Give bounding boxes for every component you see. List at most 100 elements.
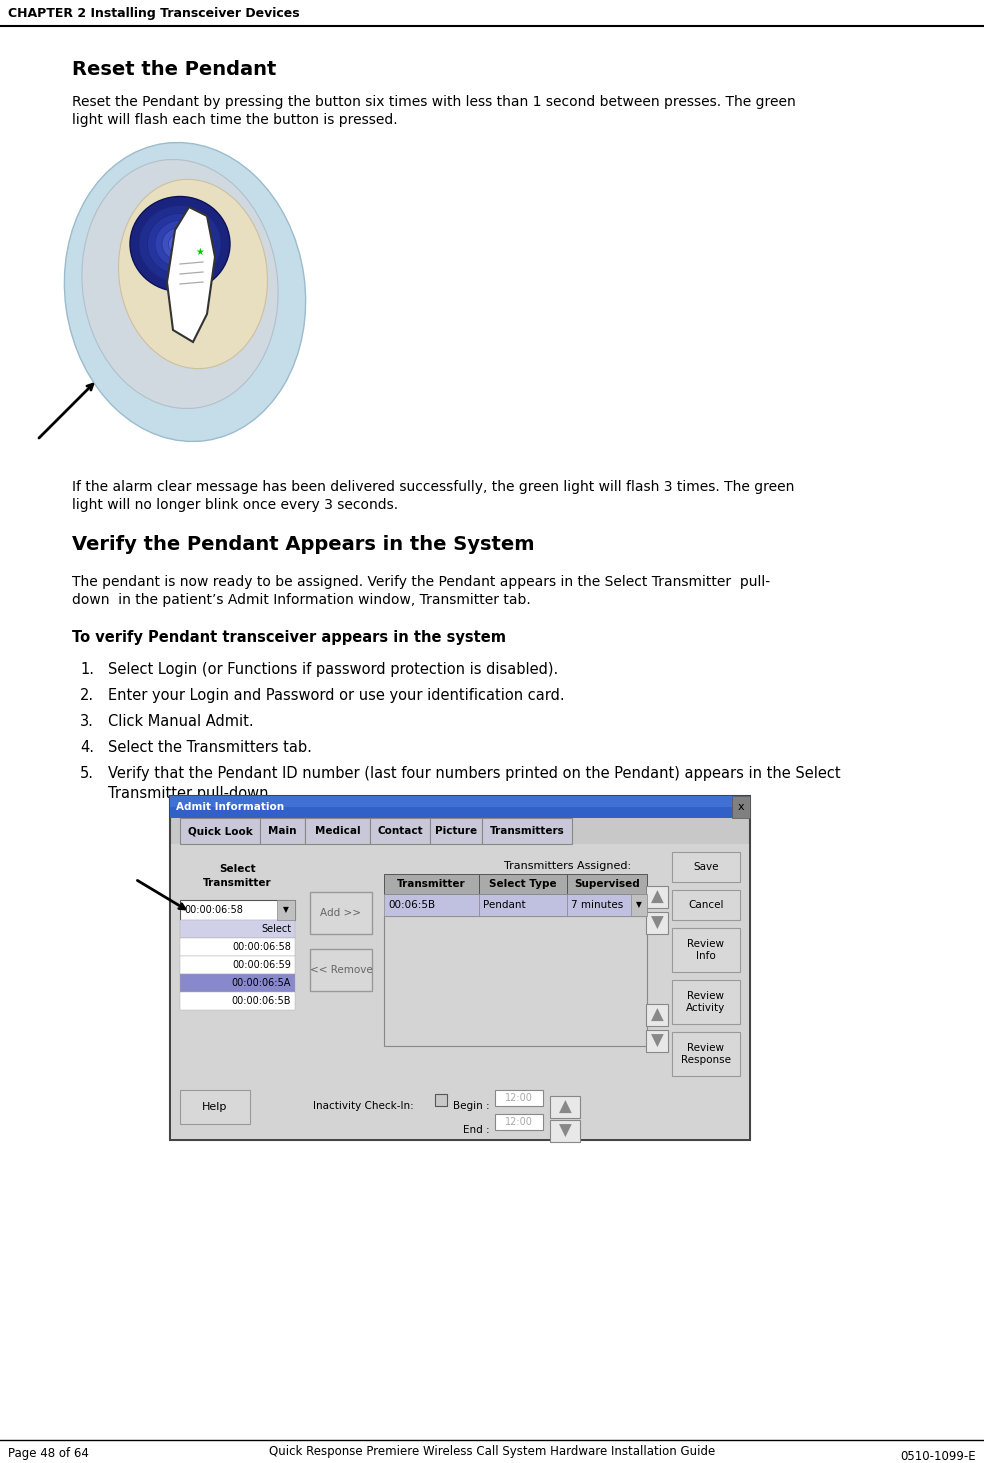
Text: Contact: Contact	[377, 827, 423, 835]
Text: ▼: ▼	[283, 906, 289, 914]
Bar	[310, 949, 372, 990]
Text: 12:00: 12:00	[505, 1116, 533, 1127]
Text: x: x	[738, 802, 744, 812]
Bar	[171, 844, 749, 1140]
Ellipse shape	[82, 159, 278, 408]
Text: 00:00:06:59: 00:00:06:59	[232, 960, 291, 970]
Text: 2.: 2.	[80, 688, 94, 704]
Text: Quick Look: Quick Look	[188, 827, 252, 835]
Bar	[732, 796, 750, 818]
Ellipse shape	[130, 196, 230, 291]
Bar	[180, 955, 295, 974]
Text: End :: End :	[463, 1125, 490, 1135]
Bar	[180, 1090, 250, 1124]
Bar	[277, 900, 295, 920]
Text: ▼: ▼	[559, 1122, 572, 1140]
Bar	[646, 1004, 668, 1026]
Bar	[479, 873, 567, 894]
Bar	[170, 796, 750, 1140]
Bar	[631, 894, 647, 916]
Bar	[672, 980, 740, 1024]
Ellipse shape	[118, 180, 268, 369]
Text: If the alarm clear message has been delivered successfully, the green light will: If the alarm clear message has been deli…	[72, 480, 794, 494]
Text: To verify Pendant transceiver appears in the system: To verify Pendant transceiver appears in…	[72, 631, 506, 645]
Text: 12:00: 12:00	[505, 1093, 533, 1103]
Text: Picture: Picture	[435, 827, 477, 835]
Bar	[370, 818, 430, 844]
Text: Transmitters: Transmitters	[490, 827, 565, 835]
Bar	[672, 1031, 740, 1075]
Bar	[170, 796, 750, 808]
Text: Main: Main	[269, 827, 297, 835]
Bar	[305, 818, 370, 844]
Bar	[646, 887, 668, 909]
Bar	[646, 911, 668, 933]
Polygon shape	[167, 206, 215, 342]
Bar	[479, 894, 567, 916]
Ellipse shape	[155, 221, 205, 268]
Ellipse shape	[148, 214, 213, 275]
Text: Transmitter: Transmitter	[398, 879, 465, 890]
Bar	[567, 873, 647, 894]
Text: 00:00:06:5B: 00:00:06:5B	[231, 996, 291, 1007]
Text: Page 48 of 64: Page 48 of 64	[8, 1447, 89, 1460]
Bar	[672, 851, 740, 882]
Text: 3.: 3.	[80, 714, 93, 729]
Text: Select: Select	[219, 865, 256, 873]
Bar	[495, 1090, 543, 1106]
Text: ▼: ▼	[650, 1031, 663, 1050]
Bar	[482, 818, 572, 844]
Bar	[180, 938, 295, 955]
Bar	[180, 992, 295, 1009]
Bar	[495, 1113, 543, 1129]
Text: Admit Information: Admit Information	[176, 802, 284, 812]
Text: Reset the Pendant: Reset the Pendant	[72, 60, 277, 79]
Bar	[180, 900, 295, 920]
Bar	[646, 1030, 668, 1052]
Text: Supervised: Supervised	[574, 879, 640, 890]
Text: << Remove: << Remove	[310, 966, 372, 974]
Bar	[384, 873, 479, 894]
Bar	[550, 1096, 580, 1118]
Text: 5.: 5.	[80, 767, 94, 781]
Text: 00:00:06:58: 00:00:06:58	[232, 942, 291, 952]
Bar	[384, 916, 647, 1046]
Text: Reset the Pendant by pressing the button six times with less than 1 second betwe: Reset the Pendant by pressing the button…	[72, 95, 796, 110]
Bar	[170, 796, 750, 818]
Ellipse shape	[64, 142, 306, 442]
Text: Transmitter: Transmitter	[203, 878, 272, 888]
Text: Inactivity Check-In:: Inactivity Check-In:	[313, 1102, 413, 1110]
Text: 1.: 1.	[80, 661, 94, 677]
Text: light will no longer blink once every 3 seconds.: light will no longer blink once every 3 …	[72, 497, 399, 512]
Text: ▲: ▲	[650, 888, 663, 906]
Text: Select: Select	[261, 925, 291, 933]
Bar	[180, 818, 260, 844]
Text: down  in the patient’s Admit Information window, Transmitter tab.: down in the patient’s Admit Information …	[72, 593, 530, 607]
Text: Pendant: Pendant	[483, 900, 525, 910]
Text: Quick Response Premiere Wireless Call System Hardware Installation Guide: Quick Response Premiere Wireless Call Sy…	[269, 1444, 715, 1457]
Text: Review
Info: Review Info	[688, 939, 724, 961]
Bar	[260, 818, 305, 844]
Ellipse shape	[139, 205, 221, 282]
Text: 00:06:5B: 00:06:5B	[388, 900, 435, 910]
Text: Select the Transmitters tab.: Select the Transmitters tab.	[108, 740, 312, 755]
Text: Enter your Login and Password or use your identification card.: Enter your Login and Password or use you…	[108, 688, 565, 704]
Bar	[310, 892, 372, 933]
Text: ▲: ▲	[559, 1099, 572, 1116]
Text: Click Manual Admit.: Click Manual Admit.	[108, 714, 254, 729]
Bar	[435, 1094, 447, 1106]
Text: ▲: ▲	[650, 1007, 663, 1024]
Text: Select Type: Select Type	[489, 879, 557, 890]
Text: The pendant is now ready to be assigned. Verify the Pendant appears in the Selec: The pendant is now ready to be assigned.…	[72, 575, 770, 590]
Text: Verify the Pendant Appears in the System: Verify the Pendant Appears in the System	[72, 535, 534, 554]
Text: Review
Activity: Review Activity	[687, 990, 725, 1014]
Bar	[180, 920, 295, 938]
Bar	[672, 890, 740, 920]
Text: Medical: Medical	[315, 827, 360, 835]
Bar	[180, 974, 295, 992]
Text: ▼: ▼	[636, 901, 642, 910]
Bar	[550, 1121, 580, 1143]
Text: Verify that the Pendant ID number (last four numbers printed on the Pendant) app: Verify that the Pendant ID number (last …	[108, 767, 840, 781]
Text: ▼: ▼	[650, 914, 663, 932]
Text: Save: Save	[694, 862, 718, 872]
